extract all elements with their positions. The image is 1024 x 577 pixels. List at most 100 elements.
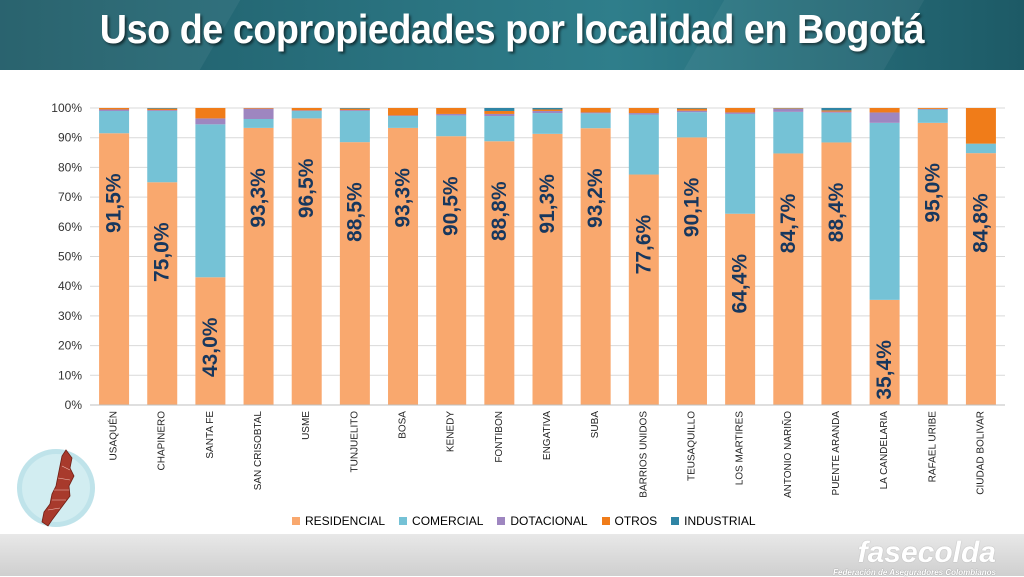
legend-item: DOTACIONAL (497, 514, 587, 528)
bar-segment-residencial (147, 182, 177, 405)
y-tick-label: 50% (58, 250, 82, 264)
bar-segment-comercial (195, 124, 225, 277)
legend-item: INDUSTRIAL (671, 514, 755, 528)
legend-label: RESIDENCIAL (305, 514, 385, 528)
data-label: 64,4% (729, 254, 752, 314)
bar-segment-dotacional (533, 111, 563, 113)
data-label: 75,0% (151, 222, 174, 282)
bar-segment-otros (244, 108, 274, 109)
bar-segment-residencial (484, 141, 514, 405)
bar-segment-industrial (677, 108, 707, 109)
bar-segment-comercial (581, 113, 611, 128)
legend-label: OTROS (615, 514, 658, 528)
bar-segment-otros (533, 109, 563, 110)
bar-segment-residencial (821, 142, 851, 405)
bar-segment-dotacional (388, 115, 418, 116)
bar-segment-residencial (773, 153, 803, 405)
x-tick-label: SUBA (590, 411, 601, 439)
bar-segment-otros (195, 108, 225, 118)
bar-segment-otros (436, 108, 466, 114)
data-label: 93,2% (584, 168, 607, 228)
bar-segment-otros (918, 108, 948, 109)
x-tick-label: LOS MARTIRES (735, 411, 746, 486)
x-tick-label: LA CANDELARIA (879, 411, 890, 490)
legend-item: COMERCIAL (399, 514, 483, 528)
bar-segment-comercial (629, 115, 659, 175)
bar-segment-dotacional (773, 109, 803, 112)
x-tick-label: SAN CRISOBTAL (253, 411, 264, 491)
y-tick-label: 80% (58, 160, 82, 174)
bar-segment-residencial (629, 175, 659, 405)
y-tick-label: 70% (58, 190, 82, 204)
x-tick-label: CIUDAD BOLIVAR (975, 411, 986, 495)
bar-segment-dotacional (244, 109, 274, 119)
bar-segment-comercial (725, 114, 755, 214)
data-label: 84,7% (777, 193, 800, 253)
data-label: 84,8% (969, 193, 992, 253)
bar-segment-dotacional (581, 112, 611, 113)
bar-segment-dotacional (821, 112, 851, 113)
bar-segment-dotacional (725, 112, 755, 113)
x-tick-label: FONTIBON (494, 411, 505, 463)
x-tick-label: CHAPINERO (157, 411, 168, 471)
bar-segment-comercial (677, 112, 707, 137)
y-tick-label: 40% (58, 279, 82, 293)
bar-segment-otros (99, 108, 129, 109)
bar-segment-residencial (340, 142, 370, 405)
fasecolda-logo: fasecolda Federación de Aseguradores Col… (833, 538, 996, 577)
bar-segment-otros (340, 109, 370, 110)
bar-segment-dotacional (340, 110, 370, 111)
data-label: 91,5% (103, 173, 126, 233)
data-label: 88,4% (825, 182, 848, 242)
bar-segment-industrial (484, 108, 514, 111)
bar-segment-dotacional (292, 110, 322, 111)
x-tick-label: USAQUÉN (107, 411, 120, 460)
bar-segment-industrial (340, 108, 370, 109)
data-label: 95,0% (921, 163, 944, 223)
x-tick-label: BARRIOS UNIDOS (638, 411, 649, 498)
bar-segment-comercial (484, 116, 514, 141)
bar-segment-residencial (677, 137, 707, 405)
bar-segment-otros (966, 108, 996, 144)
bar-segment-residencial (966, 153, 996, 405)
y-tick-label: 10% (58, 368, 82, 382)
data-label: 96,5% (295, 158, 318, 218)
bar-segment-dotacional (629, 113, 659, 114)
data-label: 88,5% (343, 182, 366, 242)
data-label: 43,0% (199, 317, 222, 377)
legend-label: COMERCIAL (412, 514, 483, 528)
bar-segment-comercial (436, 115, 466, 136)
bar-segment-otros (821, 110, 851, 111)
legend-label: DOTACIONAL (510, 514, 587, 528)
bar-segment-comercial (292, 111, 322, 118)
x-tick-label: KENEDY (446, 411, 457, 452)
bar-segment-comercial (147, 111, 177, 182)
logo-wordmark: fasecolda (833, 538, 996, 568)
x-tick-label: TEUSAQUILLO (686, 411, 697, 481)
bar-segment-otros (773, 108, 803, 109)
bar-segment-comercial (870, 123, 900, 300)
data-label: 90,5% (440, 176, 463, 236)
x-tick-label: BOSA (398, 411, 409, 439)
bar-segment-dotacional (99, 109, 129, 110)
bar-segment-otros (870, 108, 900, 112)
x-tick-label: SANTA FE (205, 411, 216, 459)
data-label: 93,3% (247, 168, 270, 228)
bar-segment-dotacional (195, 118, 225, 124)
bar-segment-dotacional (677, 111, 707, 112)
bar-segment-comercial (773, 112, 803, 154)
bar-segment-dotacional (147, 110, 177, 111)
bar-segment-industrial (147, 108, 177, 109)
bar-segment-otros (484, 111, 514, 114)
x-tick-label: ENGATIVA (542, 411, 553, 460)
bar-segment-comercial (388, 116, 418, 128)
page-title: Uso de copropiedades por localidad en Bo… (41, 6, 983, 53)
y-tick-label: 20% (58, 339, 82, 353)
x-tick-label: ANTONIO NARIÑO (781, 411, 794, 498)
legend-swatch (292, 517, 300, 525)
legend-swatch (399, 517, 407, 525)
bar-segment-otros (677, 109, 707, 111)
legend-swatch (602, 517, 610, 525)
bar-segment-comercial (244, 119, 274, 128)
legend-label: INDUSTRIAL (684, 514, 755, 528)
